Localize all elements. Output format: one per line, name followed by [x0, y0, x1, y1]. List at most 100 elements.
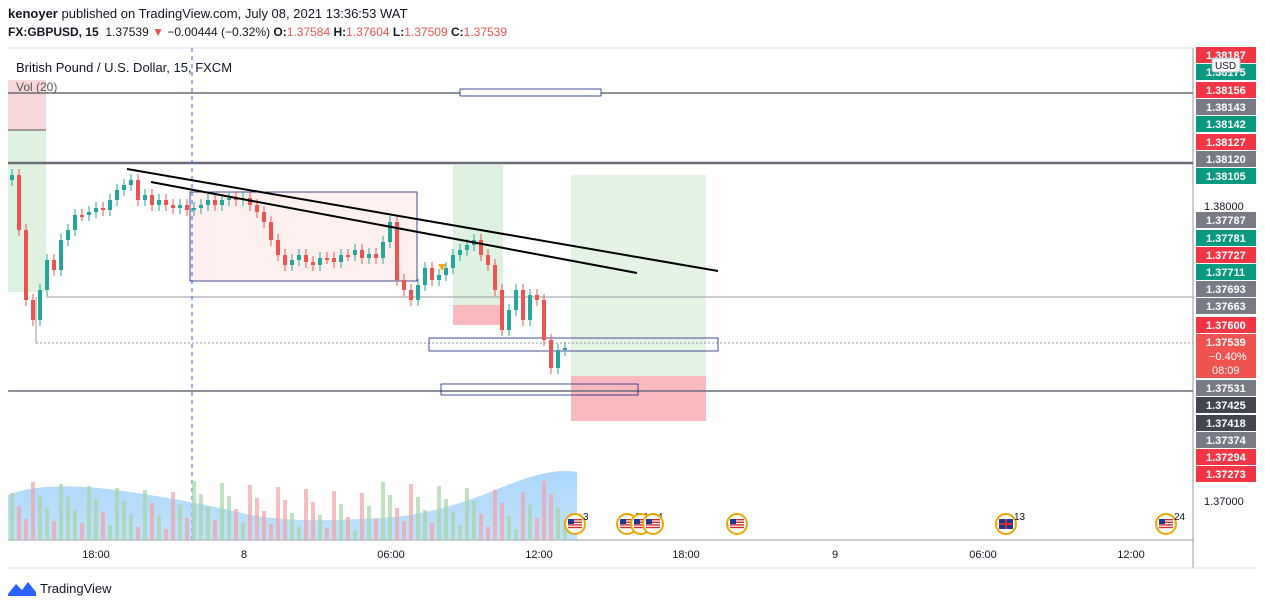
event-count: 24 [1174, 512, 1186, 523]
price-label-bg [1196, 134, 1256, 150]
x-tick: 18:00 [82, 549, 110, 561]
price-label-bg [1196, 168, 1256, 184]
price-label-bg [1196, 212, 1256, 228]
us-flag-event-icon[interactable] [642, 513, 664, 535]
price-label: 1.37273 [1206, 469, 1246, 481]
pane-title: British Pound / U.S. Dollar, 15, FXCM [16, 60, 232, 75]
last-price: 1.37539 [105, 25, 149, 39]
signal-arrow-icon [438, 264, 446, 271]
event-count: 3 [583, 512, 589, 523]
mid-stop-zone [453, 305, 503, 325]
tradingview-logo-icon [8, 582, 36, 596]
price-label-bg [1196, 380, 1256, 396]
price-label: 1.37727 [1206, 250, 1246, 262]
price-label-bg [1196, 397, 1256, 413]
publisher-line: kenoyer published on TradingView.com, Ju… [8, 6, 407, 21]
price-label-bg [1196, 466, 1256, 482]
y-tick-1.37000: 1.37000 [1204, 496, 1244, 508]
price-label-bg [1196, 151, 1256, 167]
price-label: 1.37531 [1206, 383, 1246, 395]
symbol-line: FX:GBPUSD, 15 1.37539 ▼ −0.00444 (−0.32%… [8, 25, 507, 39]
currency-badge-text: USD [1215, 61, 1236, 72]
currency-badge[interactable] [1211, 57, 1241, 73]
price-label: 1.37425 [1206, 400, 1246, 412]
price-axis-labels: 1.381871.381751.381561.381431.381421.381… [1196, 47, 1256, 482]
change-arrow-icon: ▼ [152, 25, 164, 39]
uk-flag-event-icon[interactable]: 13 [995, 512, 1026, 535]
y-tick-1.38000: 1.38000 [1204, 201, 1244, 213]
candles [10, 169, 567, 374]
current-price-countdown: 08:09 [1212, 365, 1240, 377]
price-label: 1.38156 [1206, 85, 1246, 97]
price-label-bg [1196, 298, 1256, 314]
price-label: 1.37600 [1206, 320, 1246, 332]
price-label: 1.37787 [1206, 215, 1246, 227]
tradingview-brand: TradingView [40, 580, 112, 596]
current-price-block [1196, 334, 1256, 378]
high-value: 1.37604 [346, 25, 390, 39]
price-label-bg [1196, 247, 1256, 263]
published-text: published on TradingView.com, July 08, 2… [61, 6, 408, 21]
price-label: 1.38105 [1206, 171, 1246, 183]
price-label: 1.37418 [1206, 418, 1246, 430]
close-value: 1.37539 [463, 25, 508, 39]
volume-indicator-label: Vol (20) [16, 80, 57, 94]
tradingview-footer[interactable]: TradingView [8, 580, 112, 596]
x-tick: 12:00 [525, 549, 553, 561]
x-tick: 06:00 [377, 549, 405, 561]
x-tick: 9 [832, 549, 838, 561]
trendline-lower [150, 181, 638, 274]
consolidation-box [189, 191, 418, 282]
change-value: −0.00444 (−0.32%) [167, 25, 271, 39]
left-red-zone [8, 80, 46, 130]
high-label: H: [333, 25, 347, 39]
close-label: C: [450, 25, 464, 39]
x-tick: 8 [241, 549, 247, 561]
event-count: 13 [1014, 512, 1026, 523]
price-label-bg [1196, 116, 1256, 132]
price-label-bg [1196, 415, 1256, 431]
price-label-bg [1196, 281, 1256, 297]
price-label: 1.37294 [1206, 452, 1247, 464]
price-label-bg [1196, 264, 1256, 280]
price-label: 1.37663 [1206, 301, 1246, 313]
volume-bars [10, 481, 567, 540]
x-tick: 12:00 [1117, 549, 1145, 561]
us-flag-event-icon[interactable]: 24 [1155, 512, 1186, 535]
us-flag-event-icon[interactable]: 3 [564, 512, 589, 535]
publisher-name[interactable]: kenoyer [8, 6, 58, 21]
trendline-upper [126, 168, 719, 272]
price-label: 1.37711 [1206, 267, 1245, 279]
open-label: O: [273, 25, 287, 39]
low-value: 1.37509 [404, 25, 448, 39]
zone-box-low [440, 383, 639, 396]
price-label-bg [1196, 47, 1256, 63]
low-label: L: [392, 25, 405, 39]
x-tick: 06:00 [969, 549, 997, 561]
zone-box-top [459, 88, 602, 97]
price-label-bg [1196, 449, 1256, 465]
price-label: 1.38143 [1206, 102, 1246, 114]
event-markers: 32 14 41324 [564, 512, 1186, 535]
zone-box-mid [428, 337, 719, 352]
price-label: 1.38142 [1206, 119, 1246, 131]
price-label-bg [1196, 99, 1256, 115]
price-label: 1.37693 [1206, 284, 1246, 296]
price-label: 1.38120 [1206, 154, 1246, 166]
symbol-label: FX:GBPUSD, 15 [8, 25, 99, 39]
open-value: 1.37584 [286, 25, 331, 39]
price-label-bg [1196, 230, 1256, 246]
time-axis-labels: 18:00 8 06:00 12:00 18:00 9 06:00 12:00 [82, 549, 1145, 561]
price-label-bg [1196, 432, 1256, 448]
long-stop-zone [571, 376, 706, 421]
long-target-zone [571, 175, 706, 376]
us-flag-event-icon[interactable] [726, 513, 748, 535]
price-label: 1.37781 [1206, 233, 1246, 245]
x-tick: 18:00 [672, 549, 700, 561]
price-label-bg [1196, 317, 1256, 333]
price-label: 1.38127 [1206, 137, 1246, 149]
current-price-change: −0.40% [1209, 351, 1247, 363]
price-label-bg [1196, 82, 1256, 98]
price-label: 1.37374 [1206, 435, 1247, 447]
